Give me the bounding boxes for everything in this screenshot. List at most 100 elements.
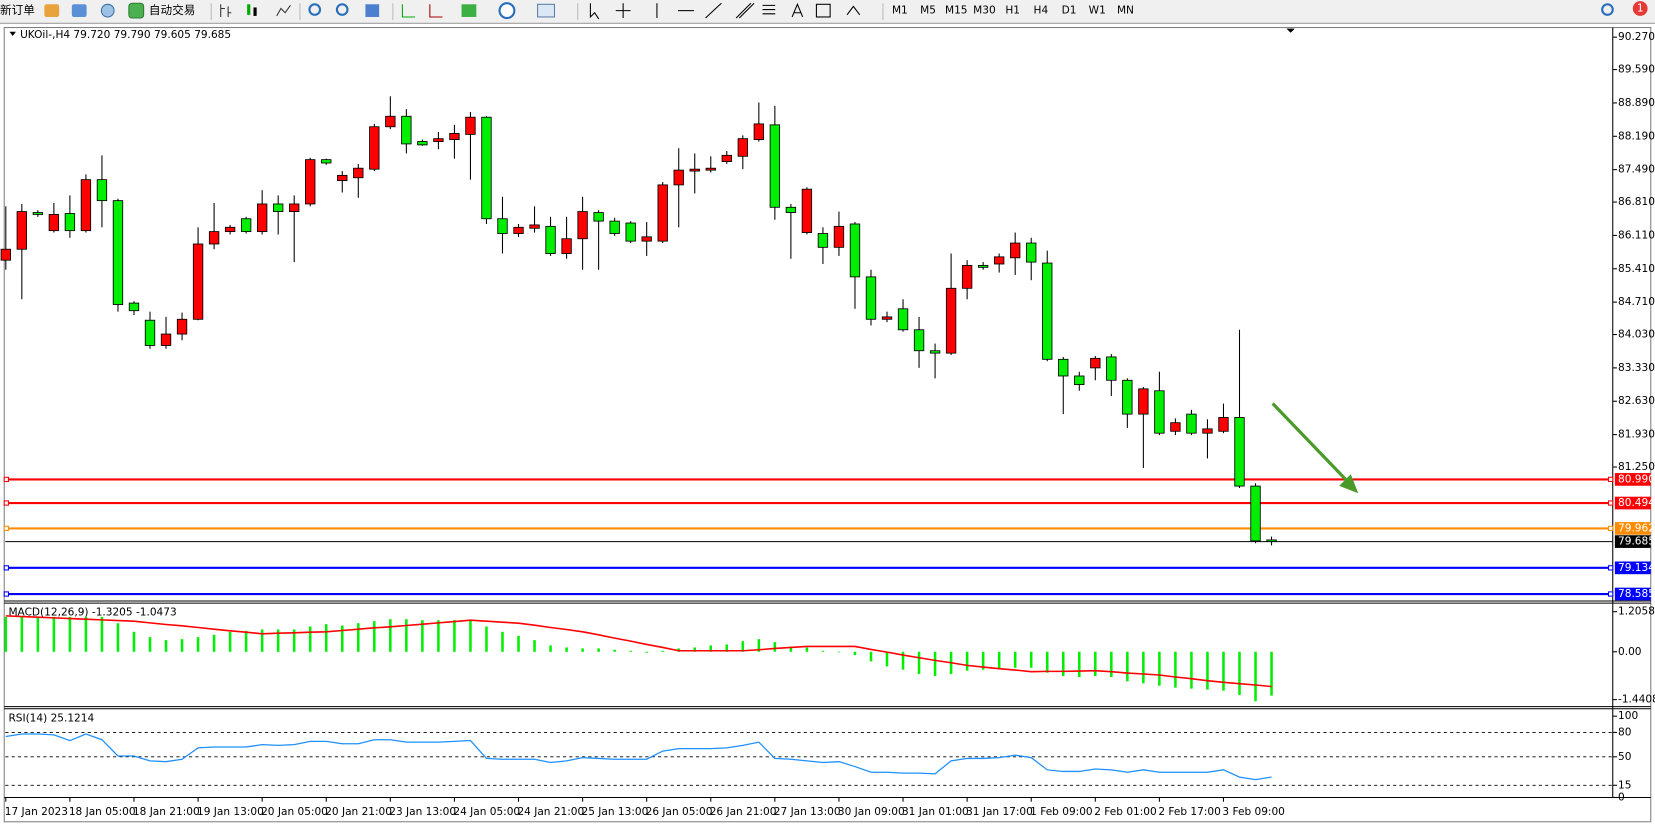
level-label: 79.962 <box>1618 522 1655 534</box>
time-label: 20 Jan 21:00 <box>325 806 392 818</box>
icon[interactable] <box>100 3 115 18</box>
candle-body <box>1106 356 1117 381</box>
candle-body <box>865 276 877 320</box>
candle-body <box>1154 390 1165 434</box>
candle-body <box>192 243 204 320</box>
text-icon[interactable] <box>791 2 804 18</box>
macd-bar <box>132 631 136 652</box>
macd-bar <box>725 644 729 652</box>
annotation-arrow <box>1271 402 1359 494</box>
macd-bar <box>1078 651 1081 678</box>
template-icon[interactable] <box>537 3 556 18</box>
timeframe-button[interactable]: D1 <box>1062 5 1077 17</box>
fibo-icon[interactable] <box>762 4 776 15</box>
line-chart-icon[interactable] <box>276 5 291 17</box>
macd-bar <box>581 648 584 652</box>
timeframe-button[interactable]: M15 <box>945 5 968 17</box>
arrows-icon[interactable] <box>846 5 861 16</box>
label-icon[interactable] <box>815 3 831 18</box>
macd-bar <box>741 641 745 652</box>
icon[interactable] <box>71 4 87 17</box>
time-label: 20 Jan 05:00 <box>261 806 328 818</box>
autotrade-icon[interactable] <box>128 2 145 19</box>
cursor-icon[interactable] <box>589 3 600 20</box>
macd-tick-label: 1.2058 <box>1618 606 1655 618</box>
zoom-in-icon[interactable] <box>308 3 322 16</box>
macd-bar <box>997 651 1001 669</box>
timeframe-button[interactable]: H1 <box>1005 5 1020 17</box>
candle-body <box>545 225 556 254</box>
bar-chart-icon[interactable] <box>220 4 232 17</box>
price-tick-label: 90.270 <box>1618 31 1655 43</box>
macd-bar <box>773 642 777 652</box>
autotrade-button[interactable]: 自动交易 <box>149 3 195 17</box>
macd-bar <box>1142 651 1145 684</box>
macd-tick-label: -1.4408 <box>1618 694 1655 706</box>
autoscroll-icon[interactable] <box>401 4 416 18</box>
shift-icon[interactable] <box>429 4 443 18</box>
level-label-bg <box>1614 473 1651 486</box>
level-label: 78.585 <box>1618 588 1655 600</box>
macd-bar <box>965 651 969 671</box>
macd-bar <box>212 634 216 652</box>
time-label: 3 Feb 09:00 <box>1222 806 1285 818</box>
candle-body <box>481 116 492 220</box>
level-handle <box>3 565 9 571</box>
macd-bar <box>629 650 632 652</box>
candle-body <box>224 226 236 233</box>
rsi-line <box>5 733 1272 781</box>
timeframe-button[interactable]: M30 <box>973 5 996 17</box>
candle-body <box>1202 428 1213 434</box>
candle-body <box>96 179 108 202</box>
macd-bar <box>485 626 488 652</box>
channel-icon[interactable] <box>735 2 755 19</box>
zoom-out-icon[interactable] <box>335 3 349 16</box>
macd-bar <box>533 640 536 652</box>
toolbar: 新订单 自动交易 M1 M5 M15 M30 H1 H4 D1 W1 MN <box>0 0 1655 24</box>
macd-bar <box>869 651 873 662</box>
indicators-icon[interactable] <box>461 4 477 17</box>
new-order-button[interactable]: 新订单 <box>0 3 35 17</box>
candle-icon[interactable] <box>247 4 251 15</box>
candle-body <box>80 179 92 232</box>
macd-bar <box>357 623 360 652</box>
macd-bar <box>613 649 616 652</box>
tile-icon[interactable] <box>365 4 380 17</box>
level-label-bg <box>1614 587 1651 601</box>
icon[interactable] <box>44 4 60 17</box>
level-label: 79.134 <box>1618 562 1655 574</box>
candle-body <box>449 133 460 141</box>
candle-body <box>0 248 11 261</box>
macd-bar <box>901 651 905 670</box>
timeframe-button[interactable]: H4 <box>1034 5 1049 17</box>
time-label: 26 Jan 05:00 <box>646 806 713 818</box>
macd-bar <box>1110 651 1113 678</box>
timeframe-button[interactable]: M5 <box>920 5 936 17</box>
candle-body <box>256 203 268 233</box>
time-label: 24 Jan 05:00 <box>453 806 520 818</box>
candle-body <box>208 231 220 245</box>
level-label-bg <box>1614 561 1651 575</box>
macd-bar <box>821 650 825 652</box>
candle-body <box>305 159 316 205</box>
macd-bar <box>549 645 552 652</box>
candle-icon[interactable] <box>253 7 257 16</box>
timeframe-button[interactable]: MN <box>1117 5 1134 17</box>
crosshair-icon[interactable] <box>615 3 631 19</box>
macd-bar <box>597 648 600 652</box>
macd-bar <box>421 620 424 652</box>
macd-bar <box>260 629 264 652</box>
macd-bar <box>1270 651 1273 696</box>
macd-bar <box>1190 651 1193 689</box>
timeframe-button[interactable]: W1 <box>1089 5 1106 17</box>
time-label: 30 Jan 09:00 <box>838 806 905 818</box>
notification-badge[interactable] <box>1632 1 1648 16</box>
timeframe-button[interactable]: M1 <box>892 5 908 17</box>
trendline-icon[interactable] <box>705 2 722 19</box>
chart-header: UKOil-,H4 79.720 79.790 79.605 79.685 <box>20 29 231 41</box>
search-icon[interactable] <box>1601 3 1614 16</box>
price-tick-label: 83.330 <box>1618 362 1655 374</box>
period-icon[interactable] <box>498 2 516 20</box>
candle-body <box>369 126 380 170</box>
